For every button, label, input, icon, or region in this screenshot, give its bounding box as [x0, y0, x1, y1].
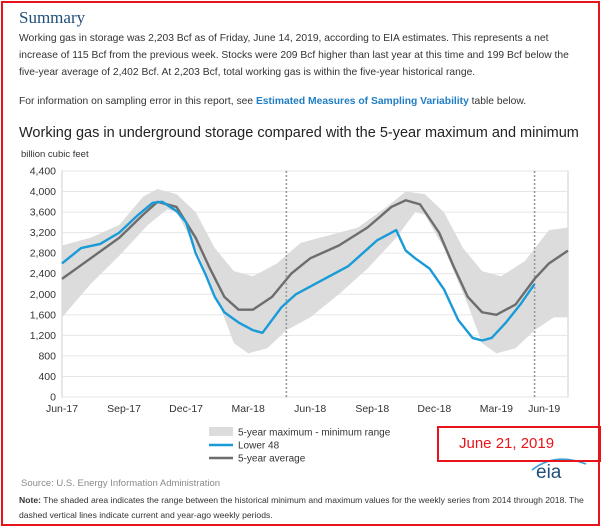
x-tick-label: Mar-18 — [232, 403, 265, 415]
chart-note: Note: The shaded area indicates the rang… — [19, 493, 589, 523]
lower48-line — [61, 200, 536, 342]
y-tick-label: 800 — [38, 350, 56, 362]
date-annotation: June 21, 2019 — [459, 435, 555, 452]
x-tick-label: Dec-17 — [169, 403, 203, 415]
note-text: The shaded area indicates the range betw… — [19, 495, 584, 520]
legend-label: Lower 48 — [238, 441, 280, 452]
x-tick-label: Mar-19 — [480, 403, 513, 415]
sampling-variability-link[interactable]: Estimated Measures of Sampling Variabili… — [255, 96, 469, 107]
x-tick-label: Sep-17 — [107, 403, 141, 415]
y-tick-label: 4,400 — [30, 166, 56, 178]
eia-logo-icon[interactable]: eia — [536, 462, 562, 483]
y-tick-label: 1,200 — [30, 330, 56, 342]
y-tick-label: 4,000 — [30, 186, 56, 198]
sampling-suffix: table below. — [468, 96, 527, 107]
summary-title: Summary — [19, 8, 86, 27]
legend-swatch-range — [209, 427, 233, 436]
x-tick-label: Sep-18 — [355, 403, 389, 415]
y-tick-label: 3,600 — [30, 207, 56, 219]
summary-paragraph: Working gas in storage was 2,203 Bcf as … — [19, 33, 569, 78]
y-tick-label: 400 — [38, 371, 56, 383]
x-tick-label: Dec-18 — [417, 403, 451, 415]
note-label: Note: — [19, 495, 41, 505]
source-text: Source: U.S. Energy Information Administ… — [21, 478, 221, 489]
x-tick-label: Jun-17 — [46, 403, 78, 415]
x-tick-label: Jun-18 — [294, 403, 326, 415]
y-tick-label: 2,000 — [30, 289, 56, 301]
legend-label: 5-year average — [238, 454, 306, 465]
legend-label: 5-year maximum - minimum range — [238, 428, 391, 439]
eia-logo-arc-icon — [531, 458, 587, 471]
y-tick-label: 2,800 — [30, 248, 56, 260]
sampling-prefix: For information on sampling error in thi… — [19, 96, 256, 107]
chart-title: Working gas in underground storage compa… — [19, 125, 579, 141]
y-tick-label: 2,400 — [30, 268, 56, 280]
sampling-note: For information on sampling error in thi… — [19, 96, 526, 107]
y-tick-label: 0 — [50, 392, 56, 404]
y-tick-label: 3,200 — [30, 227, 56, 239]
y-tick-label: 1,600 — [30, 309, 56, 321]
x-tick-label: Jun-19 — [528, 403, 560, 415]
y-axis-units: billion cubic feet — [21, 149, 89, 160]
date-annotation-box: June 21, 2019 — [437, 426, 601, 462]
